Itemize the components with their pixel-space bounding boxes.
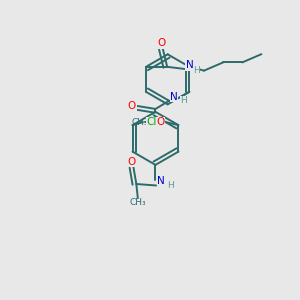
Text: O: O (128, 101, 136, 111)
Text: H: H (180, 96, 187, 105)
Text: O: O (157, 38, 165, 48)
Text: N: N (170, 92, 178, 102)
Text: N: N (186, 60, 194, 70)
Text: CH₃: CH₃ (130, 198, 146, 207)
Text: CH₃: CH₃ (131, 118, 148, 127)
Text: O: O (128, 157, 136, 166)
Text: H: H (193, 66, 200, 75)
Text: O: O (156, 117, 164, 127)
Text: Cl: Cl (146, 117, 157, 127)
Text: N: N (158, 176, 165, 186)
Text: H: H (167, 181, 174, 190)
